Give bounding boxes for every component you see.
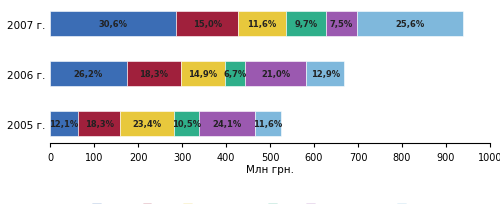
Bar <box>357 12 463 37</box>
Bar <box>254 112 281 137</box>
Text: 21,0%: 21,0% <box>261 70 290 79</box>
Bar <box>127 62 181 87</box>
Bar <box>78 112 120 137</box>
Text: 30,6%: 30,6% <box>98 20 128 29</box>
Text: 24,1%: 24,1% <box>212 120 241 129</box>
Bar <box>306 62 344 87</box>
Text: 12,1%: 12,1% <box>50 120 78 129</box>
Text: 6,7%: 6,7% <box>223 70 246 79</box>
Bar <box>225 62 244 87</box>
Text: 7,5%: 7,5% <box>330 20 353 29</box>
Text: 14,9%: 14,9% <box>188 70 218 79</box>
Bar <box>120 112 174 137</box>
Text: 25,6%: 25,6% <box>396 20 424 29</box>
Text: 18,3%: 18,3% <box>84 120 114 129</box>
Bar <box>181 62 225 87</box>
Bar <box>198 112 254 137</box>
Bar <box>326 12 357 37</box>
X-axis label: Млн грн.: Млн грн. <box>246 164 294 174</box>
Bar <box>238 12 286 37</box>
Text: 15,0%: 15,0% <box>192 20 222 29</box>
Legend: Интер, ICTV, Новый канал, СТБ, Студия «1+1», Прочие: Интер, ICTV, Новый канал, СТБ, Студия «1… <box>88 200 452 204</box>
Bar <box>176 12 238 37</box>
Text: 11,6%: 11,6% <box>248 20 276 29</box>
Text: 11,6%: 11,6% <box>254 120 282 129</box>
Bar <box>50 112 78 137</box>
Text: 12,9%: 12,9% <box>311 70 340 79</box>
Bar <box>286 12 326 37</box>
Bar <box>174 112 199 137</box>
Bar <box>50 62 127 87</box>
Text: 9,7%: 9,7% <box>294 20 318 29</box>
Bar <box>244 62 306 87</box>
Bar <box>50 12 176 37</box>
Text: 23,4%: 23,4% <box>133 120 162 129</box>
Text: 26,2%: 26,2% <box>74 70 103 79</box>
Text: 10,5%: 10,5% <box>172 120 201 129</box>
Text: 18,3%: 18,3% <box>140 70 168 79</box>
